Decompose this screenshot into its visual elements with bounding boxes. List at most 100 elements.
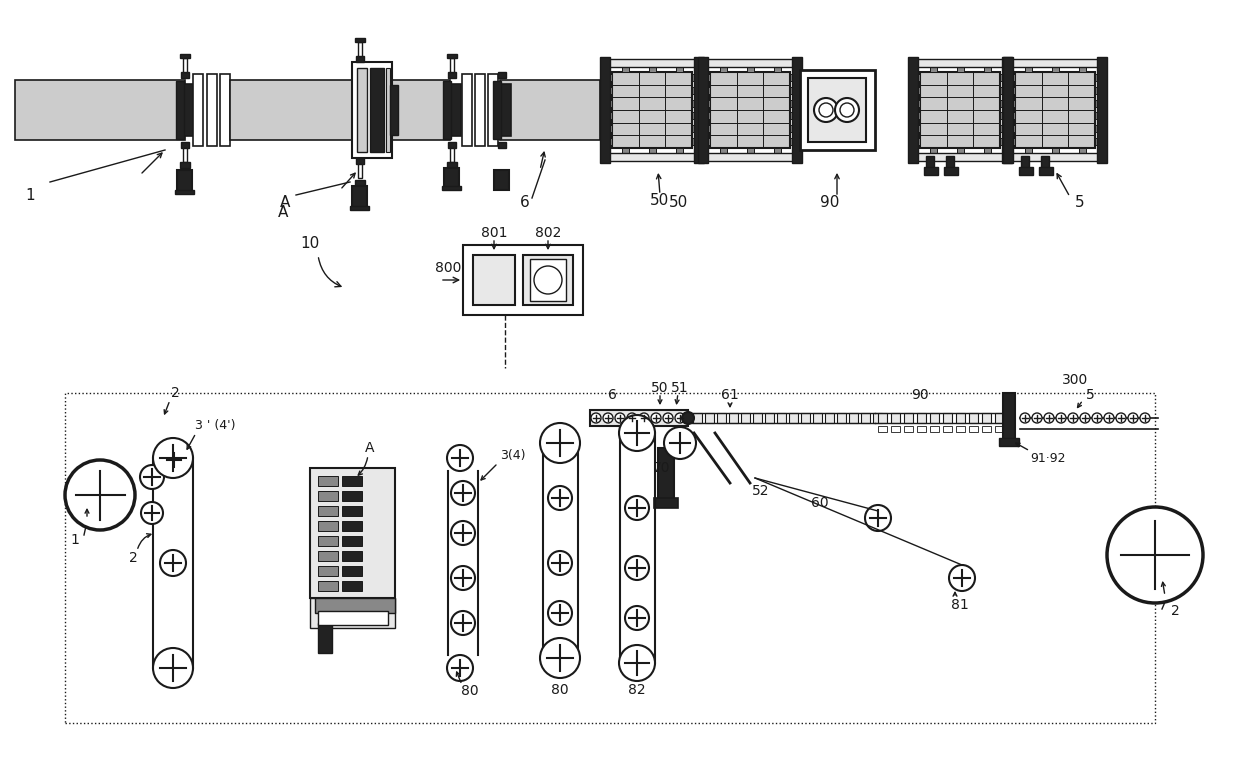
Bar	[926, 156, 934, 168]
Bar	[913, 74, 920, 81]
Bar	[446, 84, 461, 136]
Bar	[753, 413, 763, 423]
Bar	[176, 81, 184, 139]
Bar	[444, 168, 459, 188]
Circle shape	[140, 465, 164, 489]
Bar	[774, 148, 781, 153]
Bar	[356, 56, 365, 62]
Bar	[918, 413, 926, 423]
Bar	[386, 68, 391, 152]
Bar	[944, 167, 959, 175]
Circle shape	[866, 505, 892, 531]
Circle shape	[625, 496, 649, 520]
Bar	[342, 521, 362, 531]
Text: 1: 1	[25, 188, 35, 203]
Bar	[878, 426, 887, 432]
Bar	[472, 255, 515, 305]
Bar	[1052, 67, 1059, 72]
Bar	[702, 59, 799, 67]
Bar	[310, 598, 396, 628]
Circle shape	[1044, 413, 1054, 423]
Circle shape	[1056, 413, 1066, 423]
Text: 3(4): 3(4)	[500, 448, 526, 461]
Bar	[1008, 112, 1016, 119]
Bar	[463, 245, 583, 315]
Circle shape	[603, 413, 613, 423]
Bar	[1007, 153, 1104, 161]
Bar	[1039, 167, 1053, 175]
Text: 800: 800	[435, 261, 461, 275]
Circle shape	[1104, 413, 1114, 423]
Bar	[64, 393, 1154, 723]
Bar	[355, 38, 365, 42]
Bar	[180, 84, 193, 136]
Bar	[446, 162, 458, 168]
Bar	[175, 190, 193, 194]
Bar	[703, 100, 711, 107]
Bar	[1097, 57, 1107, 163]
Bar	[999, 112, 1007, 119]
Bar	[790, 112, 797, 119]
Bar	[968, 413, 978, 423]
Bar	[370, 68, 384, 152]
Bar	[342, 551, 362, 561]
Circle shape	[451, 481, 475, 505]
Bar	[350, 206, 370, 210]
Bar	[448, 72, 456, 78]
Bar	[342, 581, 362, 591]
Bar	[994, 426, 1004, 432]
Text: 6: 6	[520, 195, 529, 209]
Bar	[605, 112, 613, 119]
Circle shape	[451, 521, 475, 545]
Bar	[918, 426, 926, 432]
Bar	[957, 67, 963, 72]
Circle shape	[639, 413, 649, 423]
Text: 90: 90	[911, 388, 929, 402]
Text: 50: 50	[651, 381, 668, 395]
Bar	[342, 506, 362, 516]
Bar	[342, 536, 362, 546]
Circle shape	[64, 460, 135, 530]
Circle shape	[1092, 413, 1102, 423]
Circle shape	[539, 638, 580, 678]
Bar	[494, 81, 501, 139]
Bar	[317, 611, 388, 625]
Bar	[1079, 148, 1086, 153]
Bar	[924, 167, 937, 175]
Bar	[692, 138, 699, 145]
Text: 10: 10	[300, 236, 320, 250]
Bar	[441, 186, 461, 190]
Bar	[913, 87, 920, 94]
Text: 51: 51	[671, 381, 688, 395]
Bar	[1025, 148, 1033, 153]
Circle shape	[682, 412, 694, 424]
Circle shape	[651, 413, 661, 423]
Circle shape	[1032, 413, 1042, 423]
Circle shape	[446, 445, 472, 471]
Bar	[717, 413, 725, 423]
Bar	[622, 67, 630, 72]
Bar	[649, 67, 656, 72]
Bar	[892, 413, 900, 423]
Bar	[1095, 138, 1102, 145]
Bar	[808, 78, 866, 142]
Bar	[180, 54, 190, 58]
Circle shape	[446, 655, 472, 681]
Bar	[703, 74, 711, 81]
Bar	[1003, 57, 1013, 163]
Circle shape	[619, 415, 655, 451]
Circle shape	[949, 565, 975, 591]
Bar	[789, 413, 799, 423]
Bar	[692, 87, 699, 94]
Bar	[994, 413, 1004, 423]
Bar	[837, 413, 846, 423]
Bar	[1095, 100, 1102, 107]
Text: 802: 802	[534, 226, 562, 240]
Bar	[181, 72, 188, 78]
Bar	[774, 67, 781, 72]
Bar	[999, 87, 1007, 94]
Bar	[605, 138, 613, 145]
Bar	[219, 74, 229, 146]
Bar	[692, 74, 699, 81]
Bar	[930, 148, 937, 153]
